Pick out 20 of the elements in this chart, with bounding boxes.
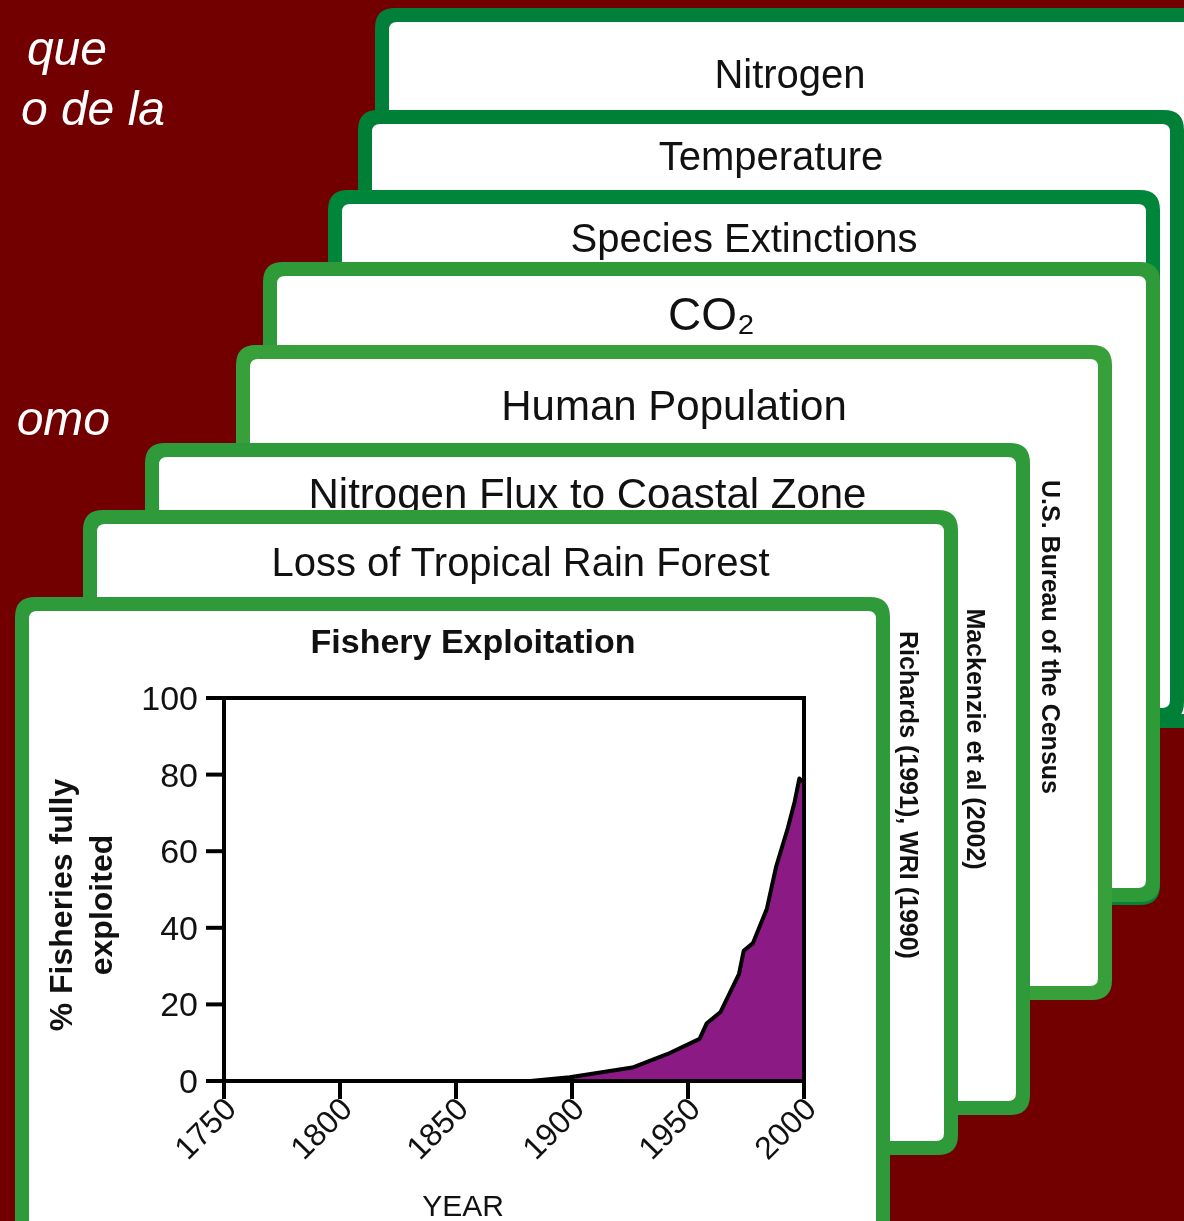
text: Species Extinctions xyxy=(570,216,918,260)
text: Richards (1991), WRI (1990) xyxy=(895,631,923,959)
text: Nitrogen Flux to Coastal Zone xyxy=(308,470,867,517)
text: Human Population xyxy=(501,382,847,429)
text: o de la xyxy=(20,82,165,135)
text: U.S. Bureau of the Census xyxy=(1037,480,1065,794)
text: que xyxy=(26,22,107,75)
y-tick-label: 20 xyxy=(160,985,198,1024)
x-axis-title: YEAR xyxy=(422,1189,504,1221)
text: Mackenzie et al (2002) xyxy=(962,608,990,870)
y-tick-label: 60 xyxy=(160,832,198,871)
text: CO₂ xyxy=(668,288,755,340)
text: omo xyxy=(16,392,110,445)
y-axis-title: % Fisheries fully exploited xyxy=(43,778,119,1032)
y-tick-label: 40 xyxy=(160,908,198,947)
y-tick-label: 100 xyxy=(141,679,198,717)
text: Loss of Tropical Rain Forest xyxy=(271,540,770,584)
chart-title: Fishery Exploitation xyxy=(310,622,636,660)
y-tick-label: 0 xyxy=(179,1062,198,1100)
y-tick-label: 80 xyxy=(160,755,198,794)
